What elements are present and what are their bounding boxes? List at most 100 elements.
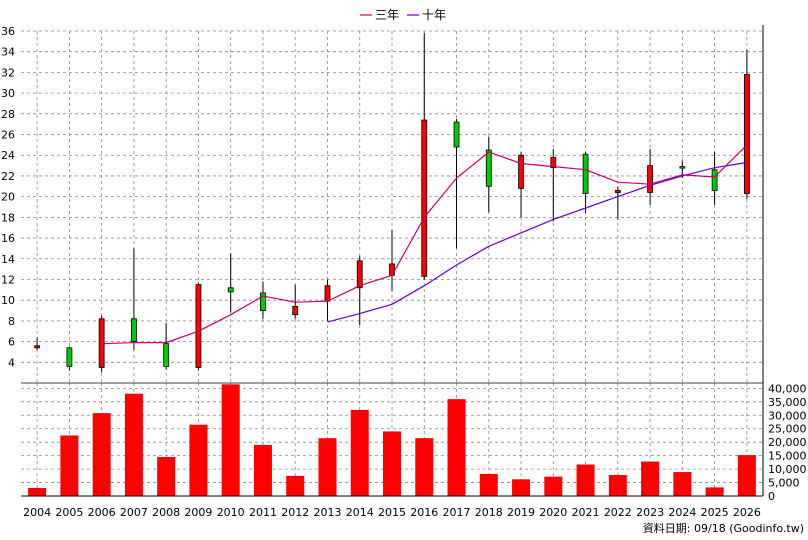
volume-bar: [253, 444, 272, 496]
price-tick-label: 28: [1, 108, 15, 121]
x-tick-label: 2016: [410, 506, 438, 519]
price-tick-label: 18: [1, 211, 15, 224]
x-tick-label: 2024: [668, 506, 696, 519]
price-y-axis: 4 6 8 10 12 14 16 18 20 22 24 26 28 30 32 34 36: [1, 25, 15, 369]
candle-body: [647, 165, 653, 193]
volume-bar: [705, 487, 724, 496]
price-tick-label: 24: [1, 149, 15, 162]
candle-body: [66, 347, 73, 367]
price-tick-label: 20: [1, 191, 15, 204]
x-tick-label: 2023: [636, 506, 664, 519]
price-tick-label: 22: [1, 170, 15, 183]
price-tick-label: 26: [1, 129, 15, 142]
volume-tick-label: 20,000: [768, 436, 807, 449]
x-tick-label: 2010: [217, 506, 245, 519]
candle-body: [421, 119, 428, 277]
volume-tick-label: 25,000: [768, 423, 807, 436]
candle-body: [163, 343, 170, 367]
volume-bar: [28, 487, 47, 496]
volume-bar: [447, 399, 466, 496]
volume-bar: [608, 475, 627, 496]
candle-body: [131, 318, 137, 342]
volume-tick-label: 35,000: [768, 396, 807, 409]
candle-body: [324, 285, 331, 302]
x-tick-label: 2018: [475, 506, 503, 519]
x-tick-label: 2009: [184, 506, 212, 519]
price-tick-label: 36: [1, 25, 15, 38]
volume-bar: [544, 476, 563, 496]
x-tick-label: 2015: [378, 506, 406, 519]
price-tick-label: 30: [1, 87, 15, 100]
x-tick-label: 2011: [249, 506, 277, 519]
x-axis: 2004 2005 2006 2007 2008 2009 2010 2011 2012 2013…: [23, 506, 761, 519]
price-tick-label: 32: [1, 66, 15, 79]
candle-body: [389, 263, 395, 276]
volume-bar: [157, 456, 176, 496]
volume-tick-label: 0: [768, 490, 775, 503]
volume-bar: [318, 438, 337, 496]
x-tick-label: 2012: [281, 506, 309, 519]
price-tick-label: 10: [1, 294, 15, 307]
volume-bar: [189, 424, 208, 496]
plot-frames: [21, 25, 764, 497]
volume-bar: [350, 409, 369, 496]
candle-body: [453, 121, 460, 148]
volume-bar: [124, 393, 143, 496]
candle-body: [356, 260, 363, 289]
x-tick-label: 2014: [346, 506, 374, 519]
volume-tick-label: 30,000: [768, 409, 807, 422]
volume-y-axis: 05,00010,00015,00020,00025,00030,00035,0…: [768, 382, 807, 503]
volume-tick-label: 40,000: [768, 382, 807, 395]
moving-average-lines: [101, 144, 748, 345]
volume-bar: [576, 464, 595, 496]
volume-tick-label: 5,000: [768, 477, 800, 490]
x-tick-label: 2022: [604, 506, 632, 519]
price-tick-label: 16: [1, 232, 15, 245]
volume-bar: [479, 473, 498, 496]
candle-body: [582, 153, 589, 194]
x-tick-label: 2026: [733, 506, 761, 519]
x-tick-label: 2020: [539, 506, 567, 519]
volume-bar: [415, 438, 434, 496]
volume-bar: [641, 461, 660, 496]
legend-label-3yr: 三年: [375, 8, 399, 22]
ma-line-10yr: [327, 161, 747, 323]
price-tick-label: 4: [8, 356, 15, 369]
candle-body: [550, 156, 557, 169]
price-tick-label: 14: [1, 253, 15, 266]
volume-tick-label: 10,000: [768, 463, 807, 476]
x-tick-label: 2017: [443, 506, 471, 519]
x-tick-label: 2021: [572, 506, 600, 519]
price-tick-label: 6: [8, 336, 15, 349]
candle-body: [195, 284, 202, 368]
volume-bar: [673, 472, 692, 496]
candle-body: [614, 190, 621, 193]
candle-body: [227, 287, 234, 293]
volume-tick-label: 15,000: [768, 450, 807, 463]
x-tick-label: 2004: [23, 506, 51, 519]
x-tick-label: 2005: [55, 506, 83, 519]
x-tick-label: 2006: [88, 506, 116, 519]
candle-body: [485, 149, 492, 187]
price-tick-label: 8: [8, 315, 15, 328]
x-tick-label: 2025: [701, 506, 729, 519]
volume-bar: [286, 475, 305, 496]
candle-body: [34, 345, 41, 349]
x-tick-label: 2007: [120, 506, 148, 519]
price-tick-label: 12: [1, 273, 15, 286]
volume-bar: [92, 413, 111, 496]
volume-bar: [221, 384, 240, 496]
candle-body: [711, 169, 718, 191]
volume-bar: [737, 455, 756, 496]
candle-body: [260, 292, 266, 311]
price-tick-label: 34: [1, 46, 15, 59]
legend: 三年 十年: [360, 8, 446, 22]
candle-body: [679, 166, 686, 169]
volume-bar: [383, 431, 401, 496]
candle-body: [518, 154, 524, 189]
volume-bar: [512, 479, 531, 496]
candle-body: [743, 74, 750, 194]
candlestick-series: [34, 33, 750, 373]
candle-body: [292, 305, 299, 316]
